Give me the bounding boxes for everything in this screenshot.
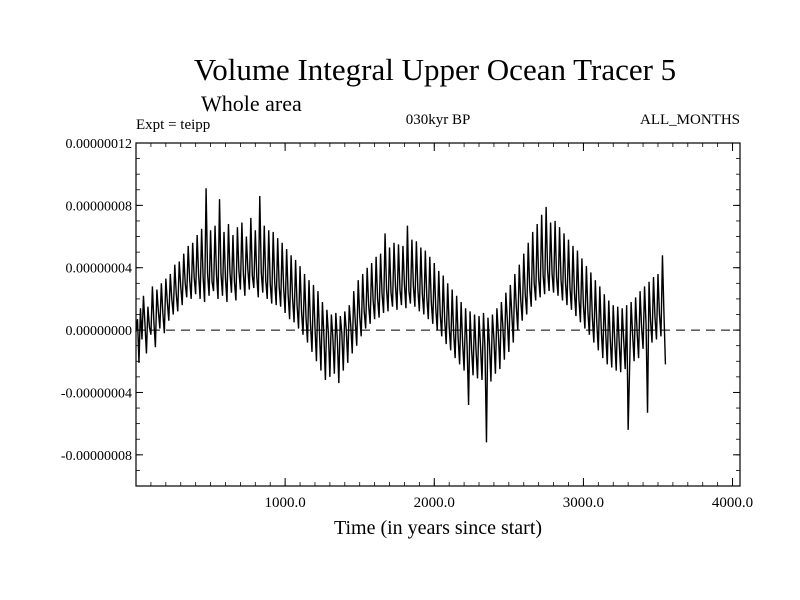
experiment-label: Expt = teipp	[136, 117, 211, 133]
x-axis: 1000.0 2000.0 3000.0 4000.0	[150, 143, 753, 511]
period-label: 030kyr BP	[405, 112, 471, 128]
y-tick-label: 0.00000008	[66, 199, 133, 214]
y-tick-label: -0.00000004	[61, 386, 132, 401]
x-tick-label: 1000.0	[265, 495, 306, 511]
chart-subtitle: Whole area	[201, 91, 302, 116]
plot-frame	[135, 142, 741, 487]
y-tick-label: 0.00000000	[66, 324, 133, 339]
x-axis-label: Time (in years since start)	[333, 517, 543, 539]
series-group	[135, 188, 740, 443]
chart-title: Volume Integral Upper Ocean Tracer 5	[193, 52, 677, 87]
y-axis: -0.00000008 -0.00000004 0.00000000 0.000000…	[61, 137, 740, 487]
series-line	[135, 188, 667, 443]
y-tick-label: -0.00000008	[61, 449, 132, 464]
months-label: ALL_MONTHS	[640, 112, 740, 128]
y-tick-label: 0.00000004	[66, 262, 133, 277]
x-tick-label: 2000.0	[414, 495, 455, 511]
x-tick-label: 4000.0	[712, 495, 753, 511]
x-tick-label: 3000.0	[563, 495, 604, 511]
y-tick-label: 0.00000012	[66, 137, 133, 152]
